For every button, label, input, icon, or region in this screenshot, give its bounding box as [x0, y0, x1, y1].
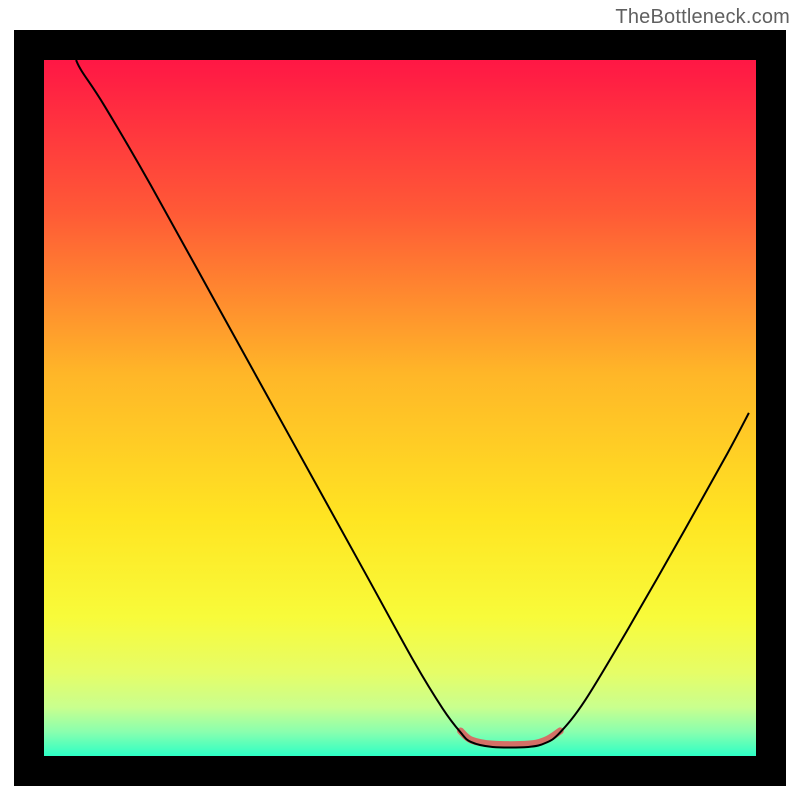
watermark-text: TheBottleneck.com	[615, 6, 790, 29]
chart-background	[44, 60, 756, 756]
chart-svg	[14, 30, 786, 786]
chart-container	[14, 30, 786, 786]
